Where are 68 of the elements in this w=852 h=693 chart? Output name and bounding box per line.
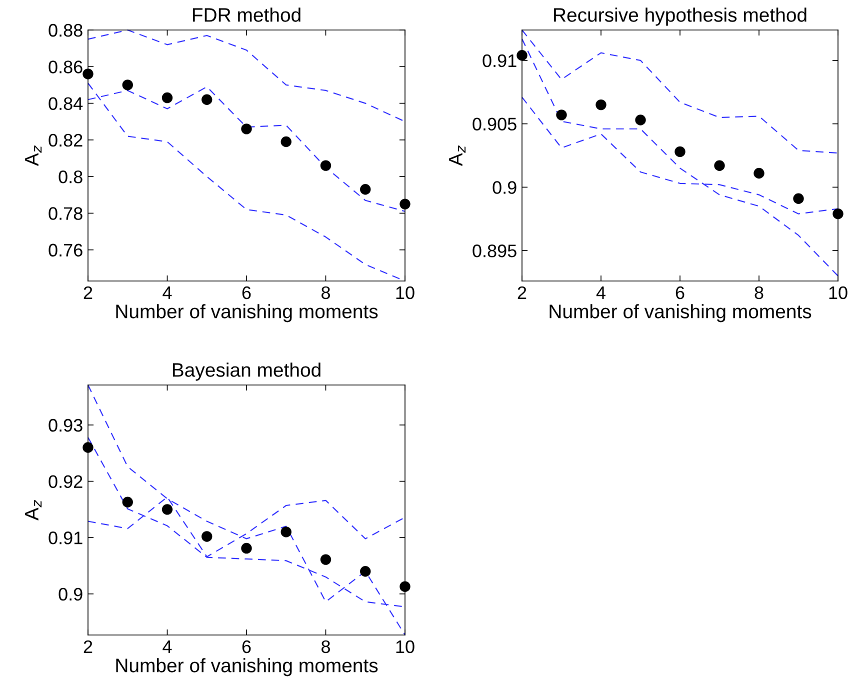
- y-tick-label: 0.91: [48, 532, 82, 544]
- y-tick-label: 0.86: [48, 60, 82, 74]
- point: [241, 542, 252, 554]
- x-tick-label: 2: [84, 640, 92, 653]
- y-tick-label: 0.895: [472, 244, 516, 258]
- x-tick-label: 8: [322, 286, 330, 300]
- line-series: [521, 38, 839, 276]
- point: [82, 442, 94, 453]
- x-tick-label: 10: [396, 286, 414, 300]
- y-tick-label: 0.88: [48, 24, 82, 37]
- point: [516, 50, 528, 61]
- y-tick-label: 0.92: [48, 475, 82, 488]
- x-tick-label: 6: [242, 286, 251, 300]
- y-tick-label: 0.84: [48, 97, 83, 110]
- point: [202, 94, 212, 105]
- x-tick-label: 6: [676, 286, 684, 300]
- point: [635, 114, 646, 126]
- y-tick-label: 0.905: [472, 118, 516, 131]
- chart-title: Bayesian method: [172, 362, 320, 381]
- point: [754, 168, 764, 179]
- x-tick-label: 8: [322, 640, 330, 654]
- point: [596, 99, 606, 110]
- point: [400, 198, 410, 210]
- point: [162, 92, 173, 104]
- line-series: [87, 384, 406, 636]
- x-axis-title: Number of vanishing moments: [116, 304, 378, 322]
- point: [320, 160, 332, 171]
- point: [280, 136, 292, 148]
- point: [82, 68, 94, 80]
- x-axis-title: Number of vanishing moments: [550, 304, 812, 322]
- point: [793, 193, 804, 204]
- x-tick-label: 8: [754, 286, 764, 300]
- point: [162, 504, 173, 515]
- x-tick-label: 6: [242, 640, 251, 654]
- y-axis-title: A$_{z}$: [24, 145, 42, 166]
- y-axis-title: A$_{z}$: [448, 145, 466, 166]
- y-tick-label: 0.8: [58, 170, 82, 184]
- y-tick-label: 0.82: [48, 134, 82, 147]
- x-tick-label: 2: [518, 286, 526, 299]
- point: [832, 208, 844, 220]
- y-tick-label: 0.76: [48, 244, 82, 257]
- x-tick-label: 10: [829, 286, 848, 300]
- y-axis-title: A$_{z}$: [24, 500, 42, 520]
- chart-title: FDR method: [192, 8, 300, 22]
- point: [674, 146, 686, 158]
- y-tick-label: 0.78: [48, 207, 82, 220]
- point: [122, 80, 133, 90]
- point: [320, 554, 332, 565]
- point: [202, 531, 212, 542]
- point: [122, 496, 133, 508]
- x-tick-label: 4: [596, 286, 606, 299]
- x-tick-label: 4: [162, 640, 172, 653]
- point: [280, 526, 292, 538]
- point: [400, 581, 410, 592]
- x-tick-label: 4: [162, 286, 172, 299]
- point: [241, 124, 252, 134]
- point: [714, 160, 725, 171]
- chart-title: Recursive hypothesis method: [554, 8, 806, 26]
- y-tick-label: 0.93: [48, 418, 82, 432]
- x-tick-label: 2: [84, 286, 92, 299]
- y-tick-label: 0.91: [482, 54, 516, 68]
- y-tick-label: 0.9: [58, 588, 82, 601]
- y-tick-label: 0.9: [492, 181, 516, 194]
- x-tick-label: 10: [396, 640, 414, 654]
- point: [556, 110, 567, 120]
- x-axis-title: Number of vanishing moments: [116, 658, 378, 676]
- point: [360, 566, 371, 577]
- point: [360, 184, 371, 195]
